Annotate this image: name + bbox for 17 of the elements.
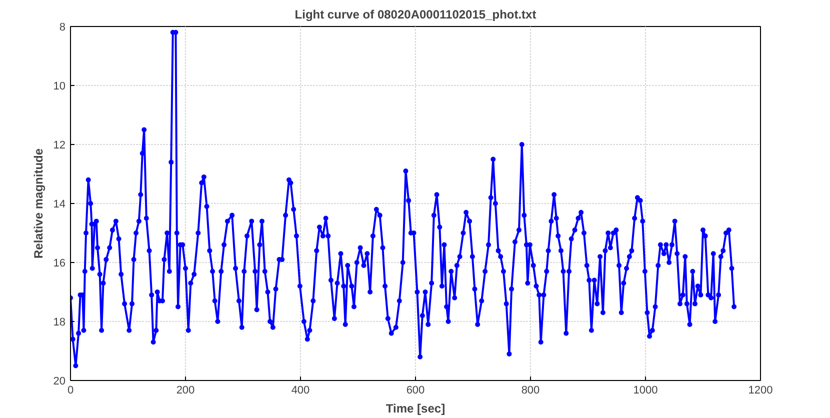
x-tick-label: 1000 (633, 384, 658, 396)
x-tick-label: 800 (521, 384, 540, 396)
y-tick-label: 12 (53, 140, 66, 152)
x-tick-label: 400 (291, 384, 310, 396)
y-axis-title: Relative magnitude (31, 148, 46, 259)
x-tick-label: 1200 (748, 384, 773, 396)
y-tick-label: 14 (53, 198, 66, 210)
y-tick-label: 8 (59, 22, 66, 34)
x-tick-label: 600 (406, 384, 425, 396)
y-tick-label: 18 (53, 316, 66, 328)
x-tick-label: 0 (67, 384, 74, 396)
y-tick-label: 16 (53, 258, 66, 270)
y-tick-label: 10 (53, 80, 66, 92)
chart-title: Light curve of 08020A0001102015_phot.txt (294, 8, 536, 22)
x-tick-label: 200 (176, 384, 195, 396)
y-tick-label: 20 (53, 376, 66, 388)
x-axis-title: Time [sec] (386, 402, 446, 416)
